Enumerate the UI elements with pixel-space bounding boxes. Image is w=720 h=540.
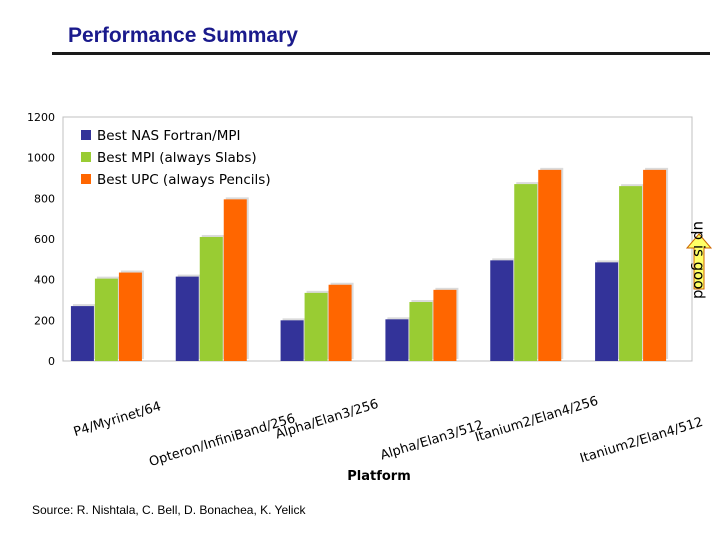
bar bbox=[490, 260, 514, 361]
source-citation: Source: R. Nishtala, C. Bell, D. Bonache… bbox=[32, 503, 306, 517]
bar bbox=[280, 320, 304, 361]
y-tick-label: 400 bbox=[34, 274, 55, 287]
bar bbox=[433, 289, 457, 361]
bar bbox=[409, 302, 433, 361]
legend-swatch bbox=[81, 130, 91, 140]
up-is-good-arrow bbox=[684, 232, 714, 290]
bar bbox=[70, 306, 94, 361]
slide-title: Performance Summary bbox=[68, 24, 298, 47]
bar bbox=[328, 284, 352, 361]
x-tick-label: P4/Myrinet/64 bbox=[72, 399, 163, 440]
y-tick-label: 200 bbox=[34, 314, 55, 327]
bar bbox=[118, 272, 142, 361]
y-tick-label: 600 bbox=[34, 233, 55, 246]
y-tick-label: 1200 bbox=[27, 111, 55, 124]
x-tick-label: Alpha/Elan3/512 bbox=[379, 418, 486, 464]
up-is-good-label: up is good bbox=[690, 221, 708, 299]
y-tick-label: 800 bbox=[34, 192, 55, 205]
plot-area bbox=[62, 116, 693, 362]
bar bbox=[514, 184, 538, 361]
up-arrow-icon bbox=[685, 233, 713, 290]
y-tick-label: 0 bbox=[48, 355, 55, 368]
bar bbox=[94, 278, 118, 361]
legend-label: Best NAS Fortran/MPI bbox=[97, 128, 240, 144]
legend-label: Best UPC (always Pencils) bbox=[97, 172, 271, 188]
bar bbox=[304, 292, 328, 361]
bar bbox=[595, 262, 619, 361]
bar bbox=[538, 169, 562, 361]
bar bbox=[619, 186, 643, 361]
legend-label: Best MPI (always Slabs) bbox=[97, 150, 257, 166]
bar bbox=[643, 169, 667, 361]
x-tick-label: Itanium2/Elan4/256 bbox=[473, 394, 600, 446]
legend-swatch bbox=[81, 174, 91, 184]
x-tick-label: Itanium2/Elan4/512 bbox=[578, 415, 705, 467]
legend-swatch bbox=[81, 152, 91, 162]
bar bbox=[199, 236, 223, 361]
bar bbox=[223, 199, 247, 361]
x-axis-label: Platform bbox=[347, 469, 411, 484]
bar bbox=[385, 319, 409, 361]
x-tick-label: Opteron/InfiniBand/256 bbox=[147, 411, 297, 470]
bar bbox=[175, 276, 199, 361]
y-tick-label: 1000 bbox=[27, 152, 55, 165]
title-divider bbox=[52, 52, 710, 55]
